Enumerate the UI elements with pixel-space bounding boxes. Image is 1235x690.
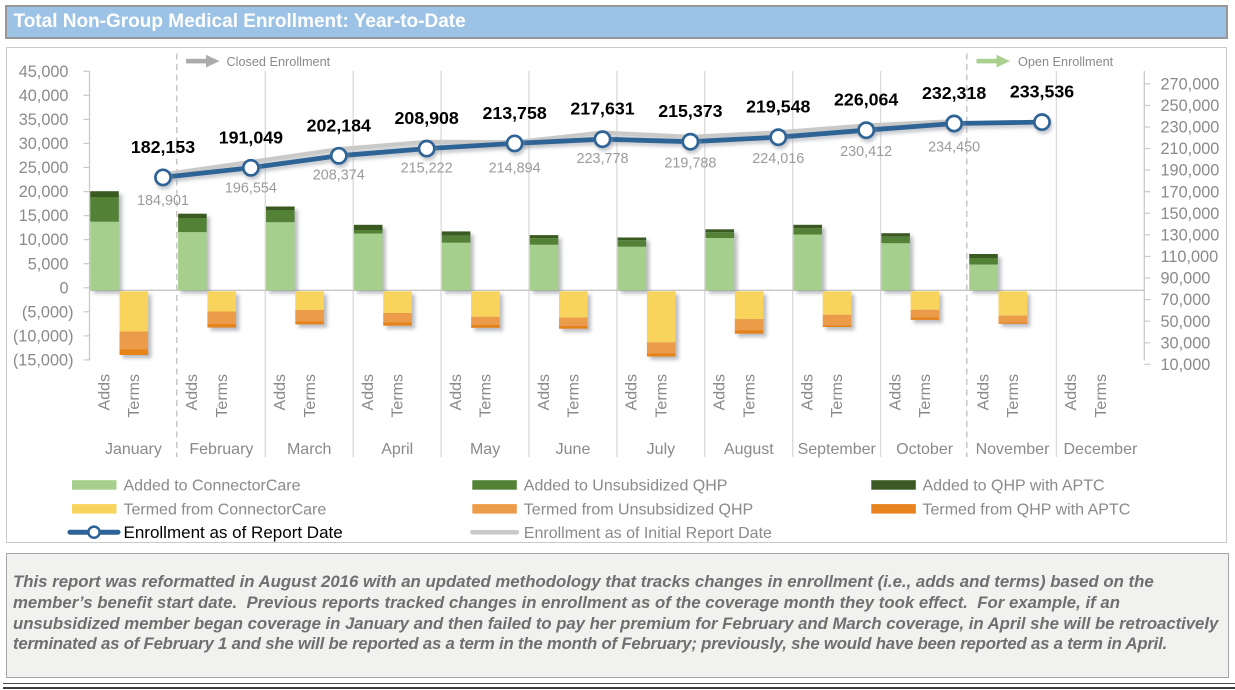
svg-text:45,000: 45,000 <box>19 63 69 81</box>
svg-text:5,000: 5,000 <box>28 255 69 273</box>
svg-text:(10,000): (10,000) <box>13 328 74 346</box>
svg-text:September: September <box>798 441 877 458</box>
svg-text:Terms: Terms <box>302 374 319 418</box>
svg-text:Terms: Terms <box>1093 374 1110 418</box>
svg-text:130,000: 130,000 <box>1161 227 1220 245</box>
svg-text:Adds: Adds <box>272 374 289 410</box>
svg-text:Terms: Terms <box>478 374 495 418</box>
svg-text:Termed from Unsubsidized QHP: Termed from Unsubsidized QHP <box>524 502 753 519</box>
svg-text:215,222: 215,222 <box>401 160 453 176</box>
svg-text:Adds: Adds <box>536 374 553 410</box>
svg-text:182,153: 182,153 <box>131 137 195 157</box>
svg-text:June: June <box>556 441 591 458</box>
svg-text:February: February <box>189 441 253 458</box>
svg-text:Adds: Adds <box>1063 374 1080 410</box>
svg-text:196,554: 196,554 <box>225 180 277 196</box>
svg-text:234,450: 234,450 <box>928 140 980 156</box>
svg-text:230,412: 230,412 <box>840 144 892 160</box>
svg-text:August: August <box>724 441 774 458</box>
svg-text:30,000: 30,000 <box>1161 334 1211 352</box>
svg-text:Terms: Terms <box>390 374 407 418</box>
svg-text:Terms: Terms <box>741 374 758 418</box>
svg-text:40,000: 40,000 <box>19 87 69 105</box>
svg-text:Open Enrollment: Open Enrollment <box>1018 55 1114 69</box>
svg-text:170,000: 170,000 <box>1161 183 1220 201</box>
svg-text:190,000: 190,000 <box>1161 162 1220 180</box>
svg-text:232,318: 232,318 <box>922 83 986 103</box>
svg-text:184,901: 184,901 <box>137 193 189 209</box>
svg-text:January: January <box>105 441 162 458</box>
svg-text:December: December <box>1063 441 1137 458</box>
svg-text:226,064: 226,064 <box>834 90 898 110</box>
svg-text:Adds: Adds <box>887 374 904 410</box>
svg-text:Enrollment as of Report Date: Enrollment as of Report Date <box>124 523 343 542</box>
svg-text:270,000: 270,000 <box>1161 75 1220 93</box>
svg-text:224,016: 224,016 <box>752 151 804 167</box>
svg-text:110,000: 110,000 <box>1161 248 1219 266</box>
svg-text:May: May <box>470 441 500 458</box>
svg-text:Adds: Adds <box>975 374 992 410</box>
svg-text:Enrollment as of Initial Repor: Enrollment as of Initial Report Date <box>524 525 772 542</box>
svg-text:208,374: 208,374 <box>313 168 365 184</box>
svg-text:150,000: 150,000 <box>1161 205 1220 223</box>
svg-text:Adds: Adds <box>624 374 641 410</box>
svg-text:217,631: 217,631 <box>570 99 634 119</box>
svg-text:20,000: 20,000 <box>19 183 69 201</box>
svg-text:(5,000): (5,000) <box>22 303 74 321</box>
svg-text:Closed Enrollment: Closed Enrollment <box>227 55 331 69</box>
svg-text:October: October <box>896 441 954 458</box>
svg-text:Terms: Terms <box>214 374 231 418</box>
svg-text:Terms: Terms <box>126 374 143 418</box>
svg-text:202,184: 202,184 <box>307 115 371 135</box>
svg-text:191,049: 191,049 <box>219 127 283 147</box>
svg-text:March: March <box>287 441 331 458</box>
svg-text:Terms: Terms <box>917 374 934 418</box>
svg-text:Adds: Adds <box>448 374 465 410</box>
svg-text:30,000: 30,000 <box>19 135 69 153</box>
svg-text:90,000: 90,000 <box>1161 270 1211 288</box>
svg-text:219,788: 219,788 <box>664 155 716 171</box>
svg-text:Terms: Terms <box>653 374 670 418</box>
svg-text:70,000: 70,000 <box>1161 291 1211 309</box>
svg-text:50,000: 50,000 <box>1161 313 1211 331</box>
svg-text:Added to ConnectorCare: Added to ConnectorCare <box>124 478 301 495</box>
svg-text:208,908: 208,908 <box>395 108 459 128</box>
svg-text:230,000: 230,000 <box>1161 119 1220 137</box>
svg-text:215,373: 215,373 <box>658 101 722 121</box>
svg-text:15,000: 15,000 <box>19 207 69 225</box>
svg-text:Adds: Adds <box>96 374 113 410</box>
svg-text:214,894: 214,894 <box>489 161 541 177</box>
svg-text:10,000: 10,000 <box>19 231 69 249</box>
svg-text:(15,000): (15,000) <box>13 352 74 370</box>
svg-text:Added to Unsubsidized QHP: Added to Unsubsidized QHP <box>524 478 728 495</box>
svg-text:Termed from ConnectorCare: Termed from ConnectorCare <box>124 502 327 519</box>
svg-text:35,000: 35,000 <box>19 111 69 129</box>
svg-text:233,536: 233,536 <box>1010 82 1074 102</box>
svg-text:Added to QHP with APTC: Added to QHP with APTC <box>923 478 1105 495</box>
svg-text:April: April <box>381 441 413 458</box>
svg-text:0: 0 <box>59 279 68 297</box>
svg-text:10,000: 10,000 <box>1161 356 1211 374</box>
svg-text:Adds: Adds <box>800 374 817 410</box>
svg-text:Adds: Adds <box>360 374 377 410</box>
svg-text:Terms: Terms <box>566 374 583 418</box>
svg-text:Termed from QHP with APTC: Termed from QHP with APTC <box>923 502 1131 519</box>
svg-text:Terms: Terms <box>829 374 846 418</box>
svg-text:Adds: Adds <box>712 374 729 410</box>
svg-text:223,778: 223,778 <box>576 151 628 167</box>
svg-text:210,000: 210,000 <box>1161 140 1220 158</box>
svg-text:Adds: Adds <box>184 374 201 410</box>
svg-text:July: July <box>647 441 675 458</box>
svg-text:213,758: 213,758 <box>482 103 546 123</box>
svg-text:November: November <box>976 441 1050 458</box>
svg-text:Terms: Terms <box>1005 374 1022 418</box>
svg-text:250,000: 250,000 <box>1161 97 1220 115</box>
svg-text:219,548: 219,548 <box>746 97 810 117</box>
svg-text:25,000: 25,000 <box>19 159 69 177</box>
